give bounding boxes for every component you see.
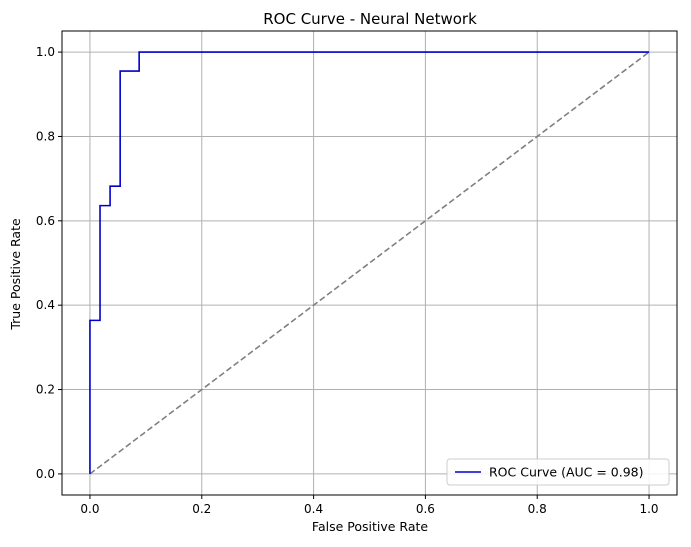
x-axis-ticks: 0.0 0.2 0.4 0.6 0.8 1.0 xyxy=(80,495,659,516)
x-tick-label: 1.0 xyxy=(639,502,658,516)
legend-box xyxy=(446,458,670,486)
y-tick-label: 0.0 xyxy=(36,467,55,481)
x-tick-label: 0.8 xyxy=(528,502,547,516)
x-tick-label: 0.2 xyxy=(192,502,211,516)
series-layer xyxy=(89,51,650,475)
y-axis-label: True Positive Rate xyxy=(8,218,23,331)
y-tick-label: 1.0 xyxy=(36,45,55,59)
legend-label: ROC Curve (AUC = 0.98) xyxy=(489,465,644,480)
y-tick-label: 0.4 xyxy=(36,298,55,312)
x-tick-label: 0.0 xyxy=(80,502,99,516)
y-tick-label: 0.8 xyxy=(36,129,55,143)
chart-title: ROC Curve - Neural Network xyxy=(263,10,477,28)
plot-frame xyxy=(61,30,678,496)
legend: ROC Curve (AUC = 0.98) xyxy=(446,458,670,486)
y-tick-label: 0.6 xyxy=(36,214,55,228)
grid xyxy=(62,31,677,495)
roc-curve-line xyxy=(89,51,650,474)
y-axis-ticks: 0.0 0.2 0.4 0.6 0.8 1.0 xyxy=(36,45,62,481)
x-tick-label: 0.4 xyxy=(304,502,323,516)
x-tick-label: 0.6 xyxy=(416,502,435,516)
x-axis-label: False Positive Rate xyxy=(312,519,428,534)
y-tick-label: 0.2 xyxy=(36,383,55,397)
